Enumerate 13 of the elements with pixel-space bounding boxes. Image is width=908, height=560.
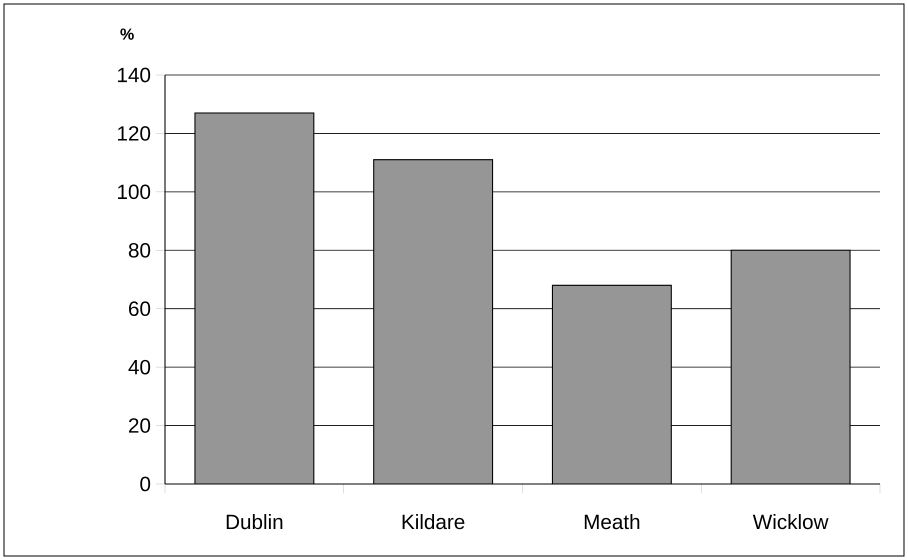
y-tick-label: 100 <box>118 184 150 200</box>
y-tick-label: 140 <box>118 68 150 82</box>
x-tick-label: Wicklow <box>752 514 829 530</box>
y-tick-label: 60 <box>129 301 150 316</box>
y-tick-label: 20 <box>129 418 150 433</box>
x-tick-label: Kildare <box>402 514 464 530</box>
y-axis-title: % <box>120 28 134 40</box>
x-tick-label: Dublin <box>226 514 282 530</box>
x-tick-label: Meath <box>584 514 640 530</box>
y-tick-label: 40 <box>128 360 150 374</box>
y-tick-label: 80 <box>128 242 150 258</box>
y-tick-label: 120 <box>118 126 150 141</box>
y-tick-label: 0 <box>140 476 150 492</box>
